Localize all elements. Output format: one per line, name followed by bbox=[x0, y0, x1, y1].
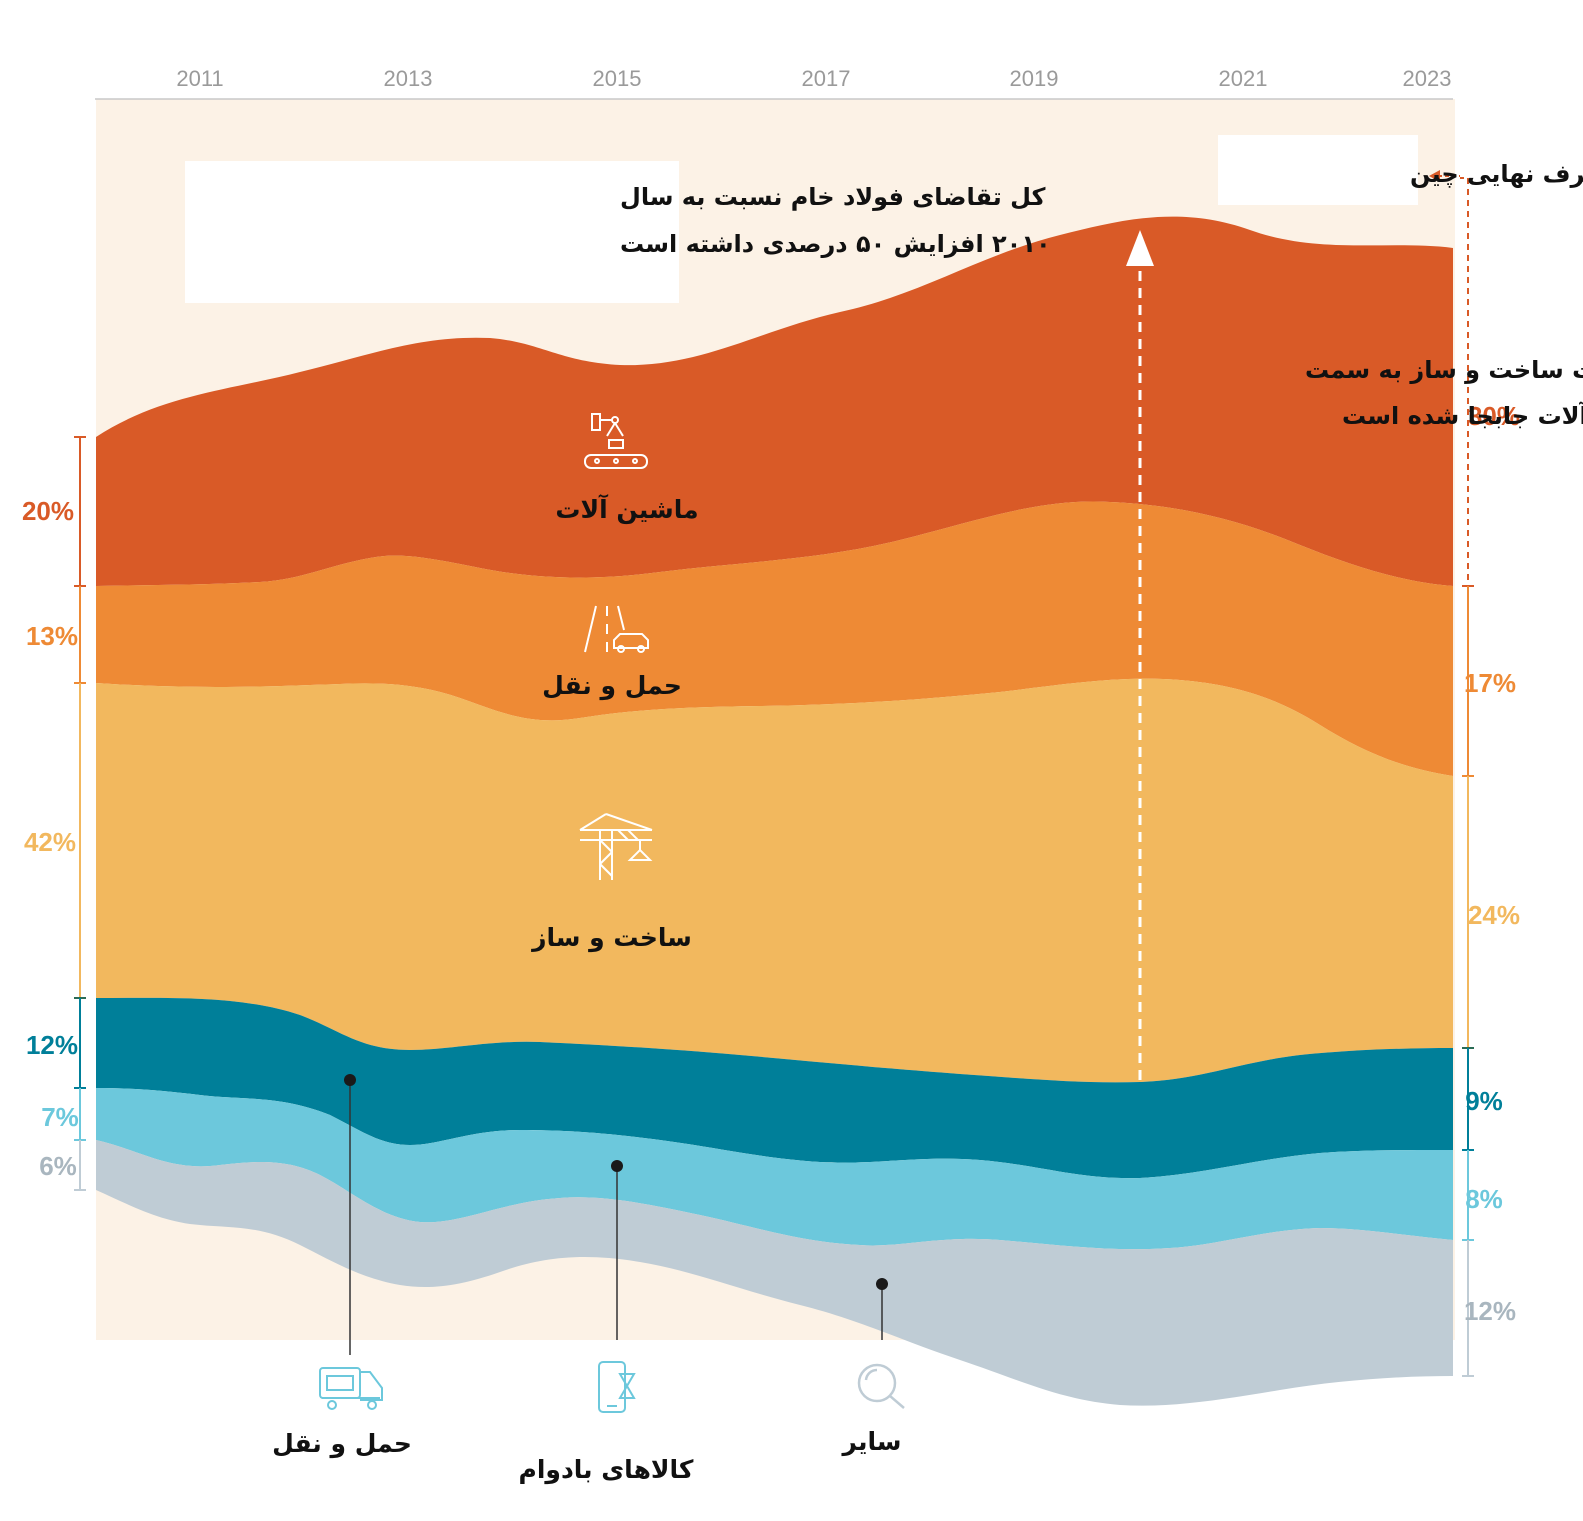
left-share-durable: 7% bbox=[41, 1102, 79, 1132]
total-annotation-line-1: کل تقاضای فولاد خام نسبت به سال bbox=[620, 183, 1046, 211]
stream-layers bbox=[96, 216, 1453, 1406]
legend-title: مصرف نهایی چین bbox=[1410, 160, 1583, 188]
x-tick-label: 2015 bbox=[593, 66, 642, 91]
truck-icon bbox=[319, 1367, 383, 1410]
legend-arrow-icon bbox=[1429, 170, 1440, 182]
crane-icon bbox=[579, 813, 653, 880]
leader-durable bbox=[611, 1160, 623, 1340]
right-share-labels: 30% 17% 24% 9% 8% 12% bbox=[1464, 401, 1520, 1326]
phone-hourglass-icon bbox=[598, 1361, 636, 1413]
right-share-other: 12% bbox=[1464, 1296, 1516, 1326]
magnifier-icon bbox=[857, 1363, 905, 1409]
label-other: سایر bbox=[841, 1427, 902, 1457]
shift-annotation-line-2: زیرساختها و ماشین آلات جابجا شده است bbox=[1342, 401, 1583, 430]
label-machinery: ماشین آلات bbox=[555, 494, 698, 525]
right-share-machinery: 30% bbox=[1468, 401, 1520, 431]
right-share-durable: 8% bbox=[1465, 1184, 1503, 1214]
label-durable-goods: کالاهای بادوام bbox=[519, 1455, 694, 1485]
layer-durable-goods bbox=[96, 1088, 1453, 1250]
left-share-labels: 20% 13% 42% 12% 7% 6% bbox=[22, 496, 79, 1181]
legend-title-box bbox=[1218, 135, 1418, 205]
total-annotation-box bbox=[185, 161, 679, 303]
x-tick-label: 2017 bbox=[802, 66, 851, 91]
left-scale bbox=[74, 436, 86, 1191]
shift-arrow-head-icon bbox=[1126, 230, 1154, 266]
leader-other bbox=[876, 1278, 888, 1340]
left-share-other: 6% bbox=[39, 1151, 77, 1181]
right-share-construction: 24% bbox=[1468, 900, 1520, 930]
total-annotation-line-2: ۲۰۱۰ افزایش ۵۰ درصدی داشته است bbox=[620, 230, 1051, 258]
x-axis: 2011 2013 2015 2017 2019 2021 2023 bbox=[176, 66, 1451, 91]
x-tick-label: 2011 bbox=[176, 66, 223, 91]
label-construction: ساخت و ساز bbox=[530, 923, 692, 953]
road-car-icon bbox=[584, 605, 649, 653]
left-share-transport: 13% bbox=[26, 621, 78, 651]
layer-construction bbox=[96, 678, 1453, 1083]
shift-annotation-line-1: تقاضا از سمت ساخت و ساز به سمت bbox=[1305, 356, 1583, 384]
right-share-transport: 17% bbox=[1464, 668, 1516, 698]
layer-machinery bbox=[96, 216, 1453, 586]
x-tick-label: 2023 bbox=[1403, 66, 1452, 91]
x-tick-label: 2013 bbox=[384, 66, 433, 91]
layer-transport-bottom bbox=[96, 997, 1453, 1179]
left-share-machinery: 20% bbox=[22, 496, 74, 526]
layer-other bbox=[96, 1140, 1453, 1406]
leader-transport bbox=[344, 1074, 356, 1355]
label-transport-top: حمل و نقل bbox=[542, 671, 682, 701]
x-tick-label: 2019 bbox=[1010, 66, 1059, 91]
x-tick-label: 2021 bbox=[1219, 66, 1268, 91]
left-share-construction: 42% bbox=[24, 827, 76, 857]
left-share-transport-bottom: 12% bbox=[26, 1030, 78, 1060]
label-transport-bottom: حمل و نقل bbox=[272, 1429, 412, 1459]
right-share-transport-bottom: 9% bbox=[1465, 1086, 1503, 1116]
layer-transport-top bbox=[96, 501, 1453, 776]
right-scale bbox=[1460, 177, 1474, 1377]
machinery-icon bbox=[584, 413, 648, 469]
